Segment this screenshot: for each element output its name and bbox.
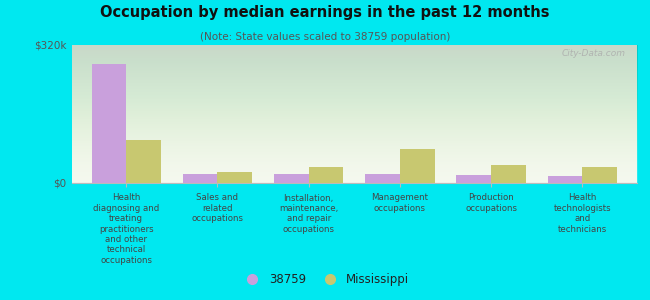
Bar [547,176,582,183]
Bar [582,167,617,183]
Bar [218,172,252,183]
Text: Management
occupations: Management occupations [371,194,428,213]
Text: (Note: State values scaled to 38759 population): (Note: State values scaled to 38759 popu… [200,32,450,41]
Bar [274,174,309,183]
Bar [126,140,161,183]
Bar [309,167,343,183]
Bar [92,64,126,183]
Text: Health
technologists
and
technicians: Health technologists and technicians [553,194,611,234]
Bar [456,175,491,183]
Text: Sales and
related
occupations: Sales and related occupations [192,194,244,223]
Bar [400,148,434,183]
Text: City-Data.com: City-Data.com [562,49,626,58]
Text: Health
diagnosing and
treating
practitioners
and other
technical
occupations: Health diagnosing and treating practitio… [93,194,159,265]
Legend: 38759, Mississippi: 38759, Mississippi [236,269,414,291]
Bar [365,174,400,183]
Text: Production
occupations: Production occupations [465,194,517,213]
Bar [491,165,526,183]
Bar [183,173,218,183]
Text: Installation,
maintenance,
and repair
occupations: Installation, maintenance, and repair oc… [279,194,338,234]
Text: Occupation by median earnings in the past 12 months: Occupation by median earnings in the pas… [100,4,550,20]
